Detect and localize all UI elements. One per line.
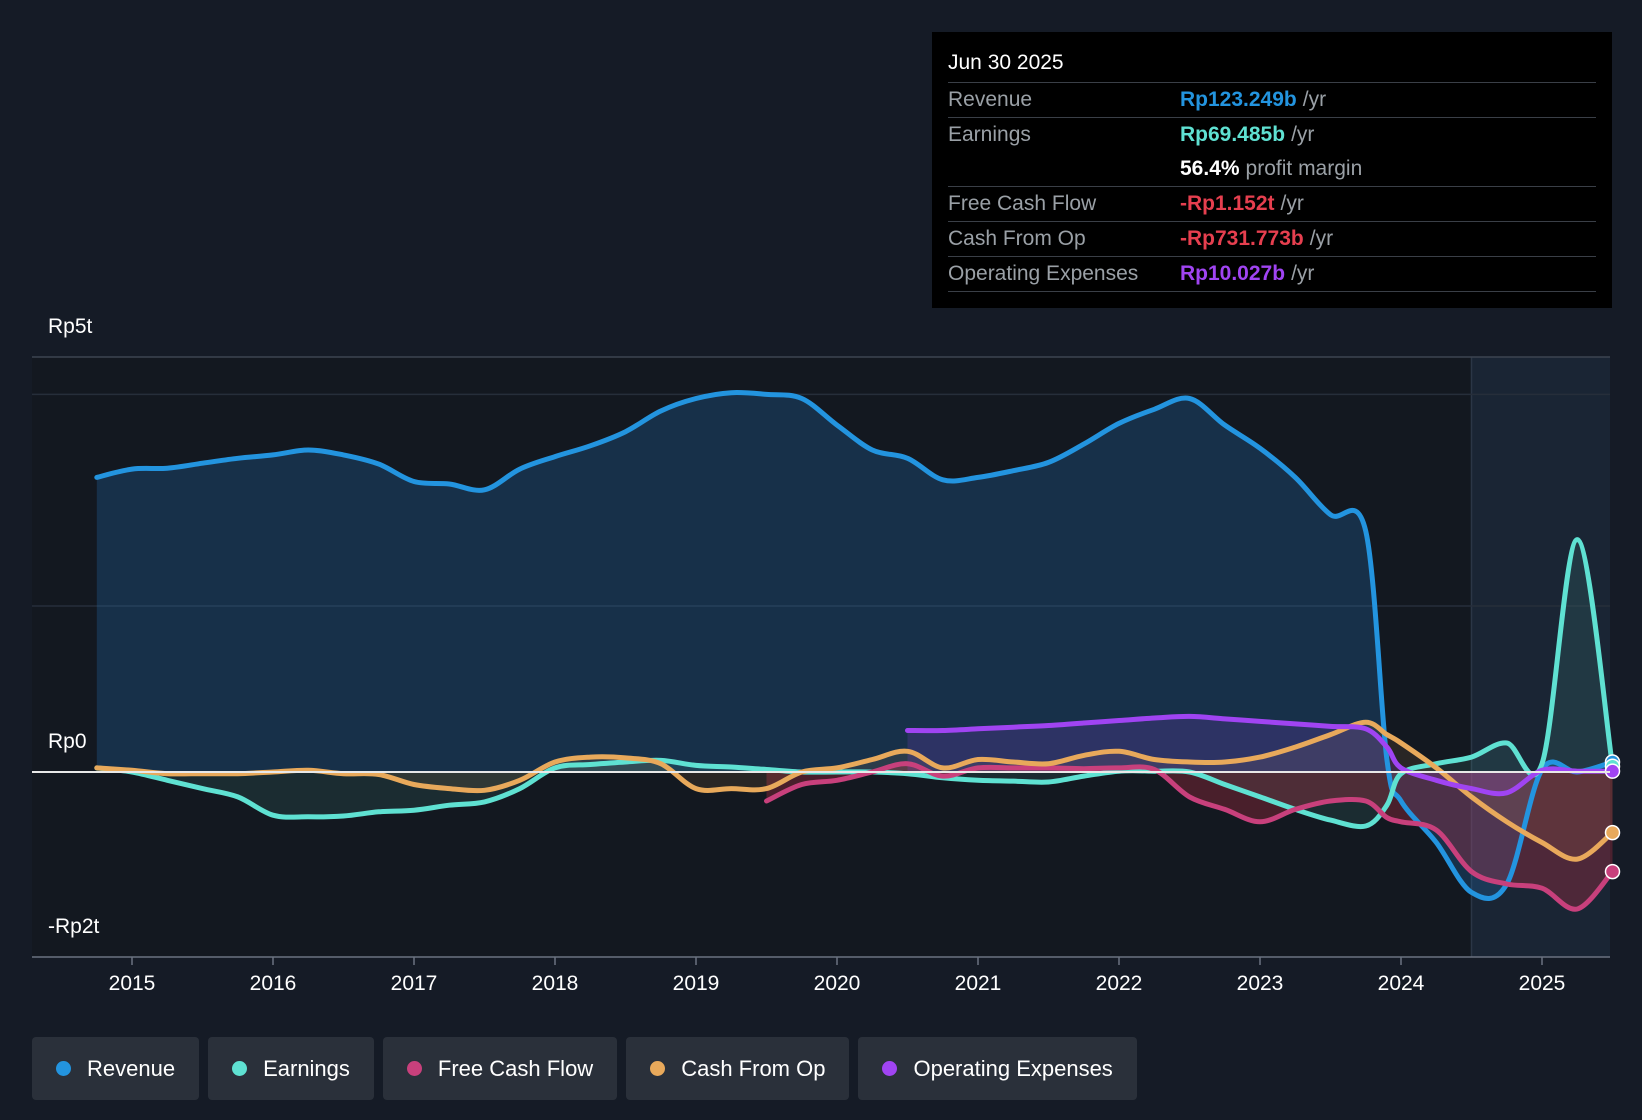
plot-area	[32, 357, 1610, 957]
tooltip-row-free-cash-flow: Free Cash Flow -Rp1.152t /yr	[948, 187, 1596, 222]
legend-item-cash-from-op[interactable]: Cash From Op	[626, 1037, 850, 1100]
line-free-cash-flow	[764, 761, 1615, 912]
tooltip-value: -Rp731.773b	[1180, 227, 1304, 250]
tooltip-unit: /yr	[1302, 88, 1327, 111]
tooltip-row-earnings: Earnings Rp69.485b /yr	[948, 118, 1596, 152]
tooltip-value: Rp10.027b	[1180, 262, 1286, 285]
tooltip-unit: /yr	[1280, 192, 1304, 215]
tooltip-unit: /yr	[1309, 227, 1334, 250]
x-tick-label: 2023	[1237, 972, 1284, 995]
legend-dot-icon	[882, 1061, 898, 1076]
tooltip-row-revenue: Revenue Rp123.249b /yr	[948, 83, 1596, 118]
legend-label: Free Cash Flow	[437, 1055, 594, 1081]
legend: Revenue Earnings Free Cash Flow Cash Fro…	[32, 1037, 1146, 1100]
tooltip-value: 56.4%	[1180, 157, 1240, 180]
x-tick-label: 2025	[1519, 972, 1566, 995]
tooltip-date: Jun 30 2025	[948, 46, 1596, 83]
tooltip-unit: /yr	[1291, 262, 1315, 285]
tooltip-unit: /yr	[1291, 123, 1315, 146]
line-operating-expenses	[905, 713, 1615, 797]
legend-label: Operating Expenses	[913, 1055, 1113, 1081]
legend-label: Earnings	[263, 1055, 350, 1081]
x-tick-label: 2020	[814, 972, 861, 995]
tooltip-label: Cash From Op	[948, 227, 1086, 250]
tooltip-label: Earnings	[948, 123, 1031, 146]
y-tick-label: -Rp2t	[48, 915, 100, 938]
tooltip-value: Rp69.485b	[1180, 123, 1286, 146]
legend-item-operating-expenses[interactable]: Operating Expenses	[858, 1037, 1137, 1100]
x-tick-label: 2015	[109, 972, 156, 995]
tooltip-row-profit-margin: 56.4% profit margin	[948, 152, 1596, 187]
area-earnings	[96, 539, 1613, 827]
x-tick-label: 2019	[673, 972, 720, 995]
tooltip-label: Operating Expenses	[948, 262, 1139, 285]
tooltip-row-cash-from-op: Cash From Op -Rp731.773b /yr	[948, 222, 1596, 257]
y-tick-label: Rp5t	[48, 315, 93, 338]
legend-item-free-cash-flow[interactable]: Free Cash Flow	[382, 1037, 618, 1100]
legend-dot-icon	[232, 1061, 248, 1076]
tooltip-label: Revenue	[948, 88, 1033, 111]
tooltip-label	[948, 152, 1180, 186]
x-tick-label: 2024	[1378, 972, 1425, 995]
legend-dot-icon	[56, 1061, 71, 1076]
y-tick-label: Rp0	[48, 730, 87, 753]
legend-label: Revenue	[87, 1055, 176, 1081]
area-revenue	[96, 392, 1613, 899]
line-revenue	[94, 390, 1615, 901]
x-tick-label: 2016	[250, 972, 297, 995]
legend-item-revenue[interactable]: Revenue	[32, 1037, 200, 1100]
legend-dot-icon	[406, 1061, 422, 1076]
legend-item-earnings[interactable]: Earnings	[208, 1037, 374, 1100]
tooltip-value: Rp123.249b	[1180, 88, 1297, 111]
end-marker-cash-from-op	[1604, 824, 1621, 841]
end-marker-free-cash-flow	[1604, 863, 1621, 880]
legend-dot-icon	[650, 1061, 666, 1076]
x-tick-label: 2017	[391, 972, 438, 995]
legend-label: Cash From Op	[681, 1055, 826, 1081]
tooltip-row-operating-expenses: Operating Expenses Rp10.027b /yr	[948, 257, 1596, 292]
tooltip-panel: Jun 30 2025 Revenue Rp123.249b /yr Earni…	[932, 32, 1612, 308]
line-cash-from-op	[94, 719, 1615, 862]
tooltip-unit: profit margin	[1245, 157, 1363, 180]
x-tick-label: 2018	[532, 972, 579, 995]
tooltip-label: Free Cash Flow	[948, 192, 1097, 215]
tooltip-value: -Rp1.152t	[1180, 192, 1275, 215]
x-tick-label: 2022	[1096, 972, 1143, 995]
x-tick-label: 2021	[955, 972, 1002, 995]
